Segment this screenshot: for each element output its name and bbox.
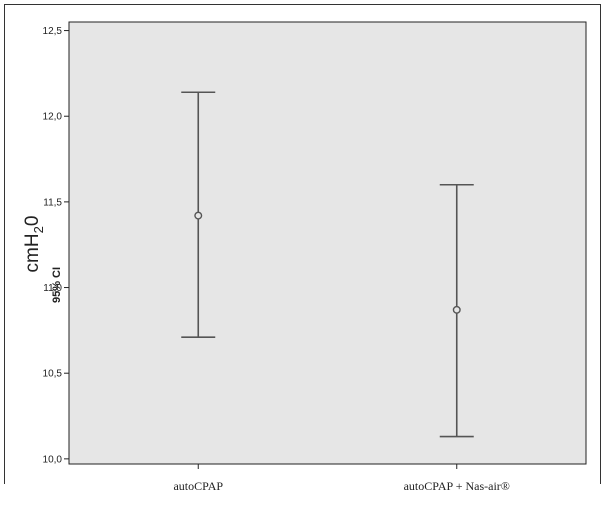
y-axis-ci-title: 95% CI (51, 267, 63, 303)
error-bar (181, 91, 216, 339)
mean-point (452, 305, 461, 314)
mean-point (194, 211, 203, 220)
y-axis-label-subscript: 2 (31, 226, 46, 233)
x-axis: autoCPAP autoCPAP + Nas-air® (173, 464, 510, 493)
y-tick-label: 12,0 (43, 112, 63, 123)
error-bars (181, 91, 474, 438)
y-axis-title: cmH20 (22, 216, 46, 273)
y-axis-label-suffix: 0 (22, 216, 43, 227)
y-tick-label: 10,0 (43, 454, 63, 465)
figure-frame (4, 4, 601, 484)
y-tick-label: 10,5 (43, 369, 63, 380)
plot-area (68, 21, 587, 465)
svg-text:cmH20: cmH20 (22, 216, 46, 273)
error-bar (439, 183, 474, 438)
y-axis: 10,0 10,5 11,0 11,5 12,0 12,5 (43, 26, 69, 465)
x-category-label: autoCPAP + Nas-air® (404, 479, 510, 493)
y-axis-label: cmH (22, 233, 43, 272)
y-tick-label: 11,5 (43, 197, 62, 208)
x-category-label: autoCPAP (173, 479, 223, 493)
y-tick-label: 11,0 (43, 283, 62, 294)
y-tick-label: 12,5 (43, 26, 63, 37)
y-axis-ci-label: 95% CI (51, 267, 63, 303)
